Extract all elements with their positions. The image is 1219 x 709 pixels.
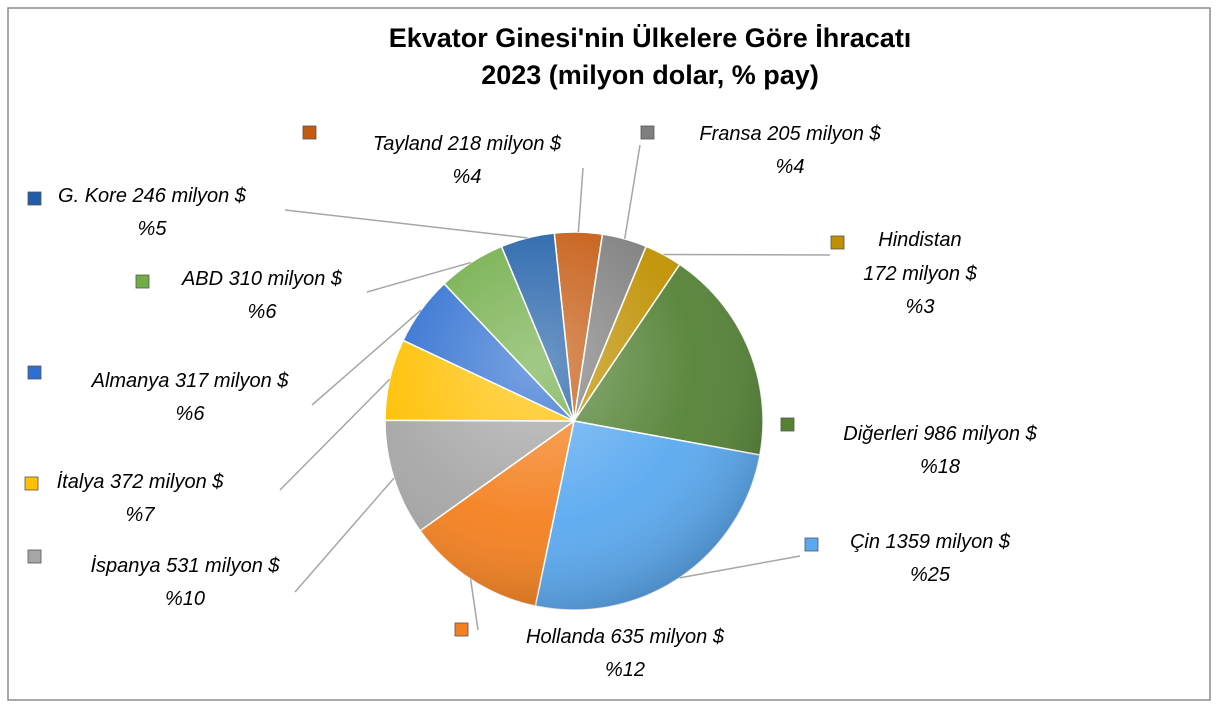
legend-marker [27,365,42,380]
legend-marker [780,417,795,432]
category-label: Diğerleri [843,423,918,445]
slice-label: Fransa 205 milyon $ [699,123,881,145]
leader-line [577,167,584,233]
legend-marker [24,476,39,491]
slice-label: Hollanda 635 milyon $ [526,626,725,648]
percentage-label: %18 [920,456,960,478]
percentage-label: %4 [776,156,805,178]
leader-line [679,555,801,579]
value-label: 218 milyon $ [447,133,562,155]
leader-line [311,309,422,406]
slice-label: İspanya 531 milyon $ [90,555,280,577]
category-label: Fransa [699,123,761,145]
percentage-label: %4 [453,166,482,188]
slice-label: Tayland 218 milyon $ [373,133,562,155]
leader-line [294,477,395,593]
chart-title: Ekvator Ginesi'nin Ülkelere Göre İhracat… [389,23,912,53]
category-label: İspanya [90,555,160,577]
percentage-label: %10 [165,588,205,610]
legend-marker [27,549,42,564]
category-label: Hindistan [878,229,961,251]
legend-marker [135,274,150,289]
leader-line [279,378,391,491]
value-label: 246 milyon $ [132,185,247,207]
value-label: 310 milyon $ [229,268,343,290]
percentage-label: %6 [176,403,206,425]
value-label: 986 milyon $ [923,423,1037,445]
legend-marker [830,235,845,250]
category-label: G. Kore [58,185,127,207]
category-label: Tayland [373,133,443,155]
pie [384,231,764,611]
value-label: 317 milyon $ [175,370,289,392]
value-label: 372 milyon $ [110,471,224,493]
slice-label: Almanya 317 milyon $ [91,370,290,392]
legend-marker [454,622,469,637]
value-label: 205 milyon $ [766,123,881,145]
leader-line [284,209,528,239]
value-label: 531 milyon $ [166,555,280,577]
slice-label: İtalya 372 milyon $ [57,471,225,493]
legend-marker [804,537,819,552]
slice-label: ABD 310 milyon $ [181,268,343,290]
percentage-label: %6 [248,301,278,323]
value-label: 635 milyon $ [611,626,725,648]
value-label: 172 milyon $ [863,263,977,285]
percentage-label: %12 [605,659,645,681]
legend-marker [302,125,317,140]
percentage-label: %5 [138,218,168,240]
slice-label: Çin 1359 milyon $ [850,531,1011,553]
legend-marker [640,125,655,140]
category-label: Almanya [91,370,170,392]
slice-label: Diğerleri 986 milyon $ [843,423,1037,445]
category-label: Hollanda [526,626,605,648]
category-label: İtalya [57,471,105,493]
leader-line [469,579,479,631]
category-label: Çin [850,531,880,553]
chart-subtitle: 2023 (milyon dolar, % pay) [481,60,819,90]
percentage-label: %3 [906,296,935,318]
percentage-label: %7 [126,504,156,526]
leader-line [623,144,641,240]
legend-marker [27,191,42,206]
percentage-label: %25 [910,564,951,586]
category-label: ABD [181,268,223,290]
slice-label: G. Kore 246 milyon $ [58,185,247,207]
value-label: 1359 milyon $ [886,531,1011,553]
leader-line [366,261,472,293]
